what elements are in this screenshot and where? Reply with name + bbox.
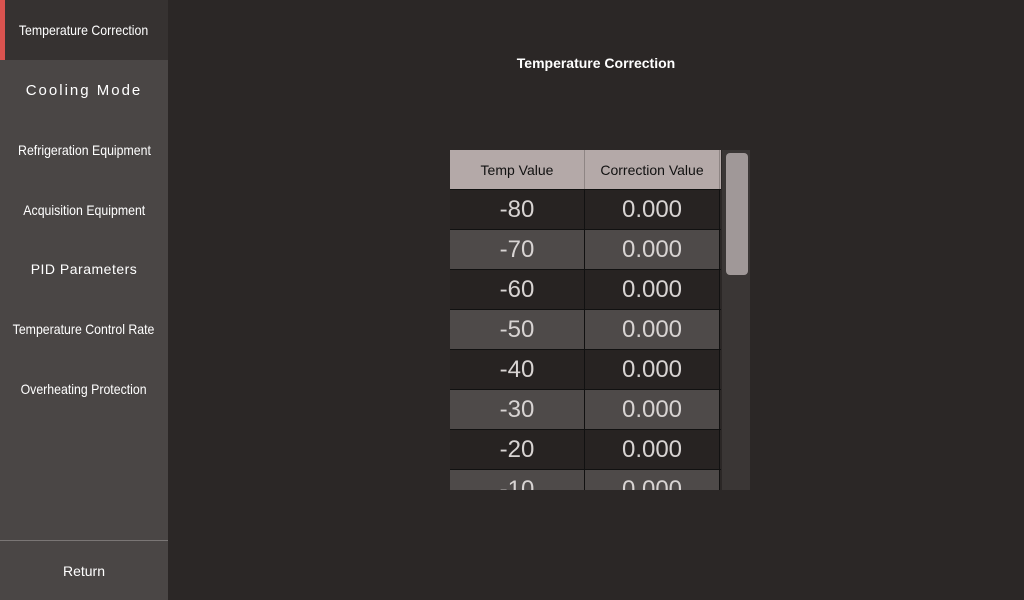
temp-value-cell: -50 [450, 310, 585, 349]
correction-value-cell[interactable]: 0.000 [585, 390, 720, 429]
sidebar-item-label: Overheating Protection [20, 381, 148, 397]
correction-table: Temp Value Correction Value -80 0.000 -70 0… [450, 150, 721, 490]
correction-value-cell[interactable]: 0.000 [585, 230, 720, 269]
table-row[interactable]: -70 0.000 [450, 229, 721, 269]
temp-value-cell: -70 [450, 230, 585, 269]
temp-value-cell: -20 [450, 430, 585, 469]
correction-value-cell[interactable]: 0.000 [585, 430, 720, 469]
sidebar-item-label: PID Parameters [30, 261, 138, 277]
sidebar-item-pid-parameters[interactable]: PID Parameters [0, 239, 168, 299]
sidebar-item-label: Temperature Control Rate [13, 321, 155, 337]
correction-value-cell[interactable]: 0.000 [585, 190, 720, 229]
sidebar-item-label: Cooling Mode [25, 81, 143, 99]
table-row[interactable]: -30 0.000 [450, 389, 721, 429]
table-row[interactable]: -10 0.000 [450, 469, 721, 490]
sidebar-item-acquisition-equipment[interactable]: Acquisition Equipment [0, 180, 168, 240]
sidebar-item-label: Acquisition Equipment [23, 202, 145, 218]
sidebar-item-label: Refrigeration Equipment [17, 142, 151, 158]
page-title: Temperature Correction [516, 55, 676, 71]
temp-value-cell: -30 [450, 390, 585, 429]
scrollbar-thumb[interactable] [726, 153, 748, 275]
scrollbar[interactable] [722, 150, 750, 490]
correction-value-cell[interactable]: 0.000 [585, 310, 720, 349]
correction-value-cell[interactable]: 0.000 [585, 350, 720, 389]
column-header-temp-value: Temp Value [450, 150, 585, 189]
table-row[interactable]: -40 0.000 [450, 349, 721, 389]
table-row[interactable]: -60 0.000 [450, 269, 721, 309]
temp-value-cell: -10 [450, 470, 585, 490]
table-header: Temp Value Correction Value [450, 150, 721, 189]
table-row[interactable]: -20 0.000 [450, 429, 721, 469]
sidebar: Temperature Correction Cooling Mode Refr… [0, 0, 168, 600]
sidebar-item-overheating-protection[interactable]: Overheating Protection [0, 359, 168, 419]
temp-value-cell: -40 [450, 350, 585, 389]
sidebar-item-cooling-mode[interactable]: Cooling Mode [0, 60, 168, 120]
sidebar-item-temperature-correction[interactable]: Temperature Correction [0, 0, 168, 60]
sidebar-item-refrigeration-equipment[interactable]: Refrigeration Equipment [0, 120, 168, 180]
sidebar-item-label: Temperature Correction [19, 22, 149, 38]
correction-value-cell[interactable]: 0.000 [585, 270, 720, 309]
correction-value-cell[interactable]: 0.000 [585, 470, 720, 490]
temp-value-cell: -60 [450, 270, 585, 309]
table-row[interactable]: -80 0.000 [450, 189, 721, 229]
temp-value-cell: -80 [450, 190, 585, 229]
column-header-correction-value: Correction Value [585, 150, 720, 189]
return-button[interactable]: Return [62, 562, 106, 579]
table-row[interactable]: -50 0.000 [450, 309, 721, 349]
sidebar-item-temperature-control-rate[interactable]: Temperature Control Rate [0, 299, 168, 359]
divider [0, 540, 168, 541]
